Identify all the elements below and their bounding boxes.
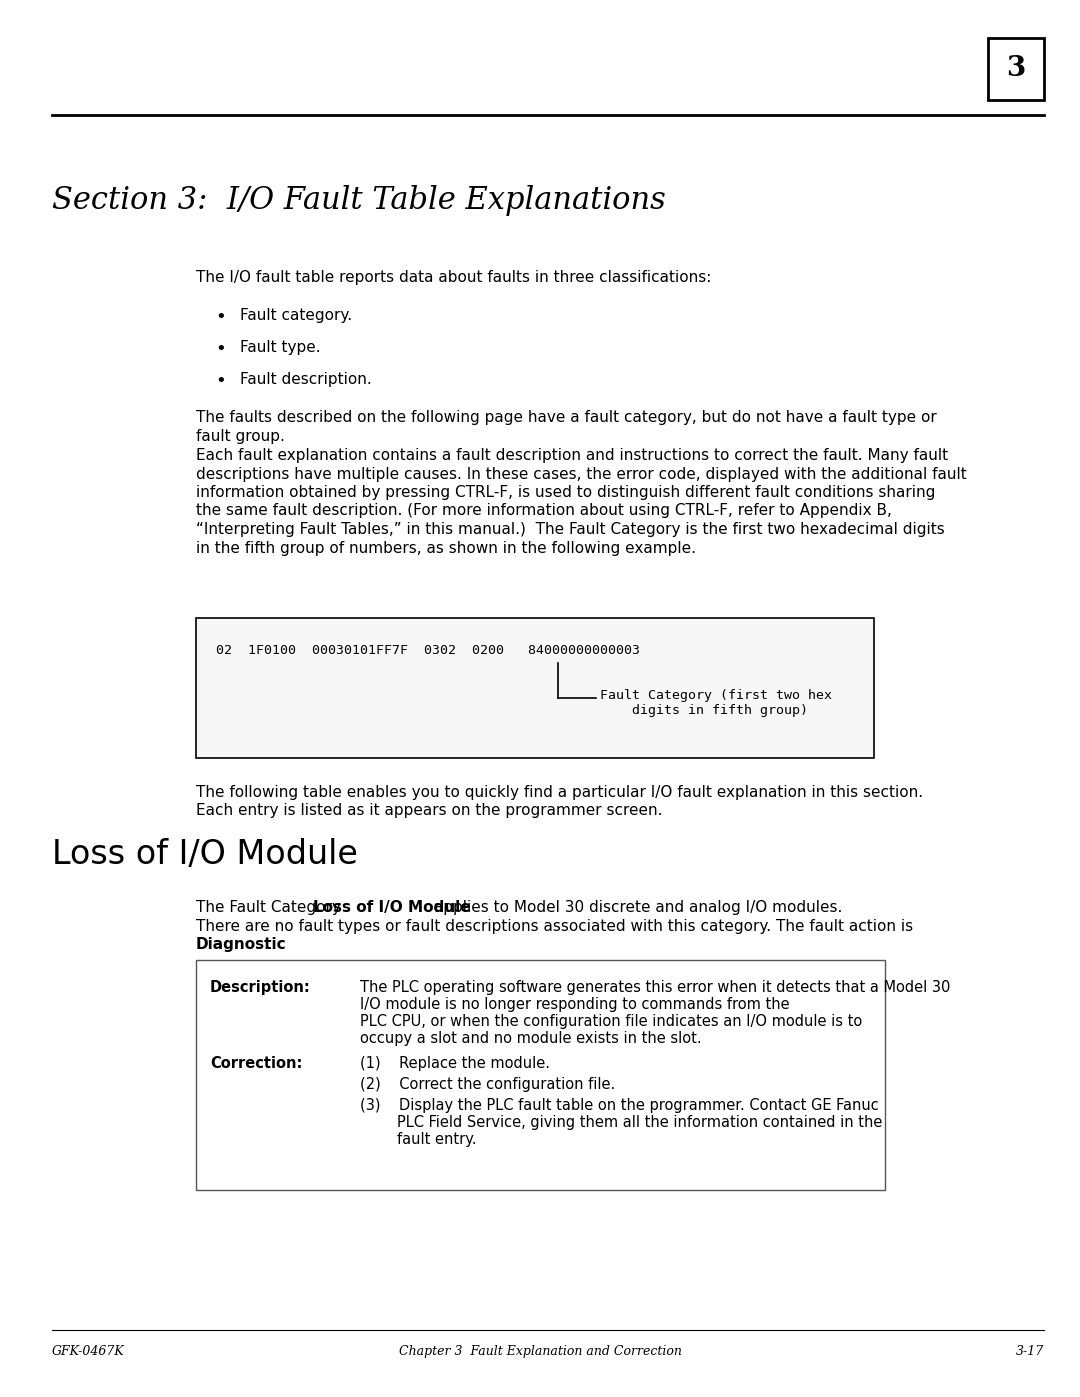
Text: Fault description.: Fault description. <box>240 372 372 387</box>
Text: digits in fifth group): digits in fifth group) <box>600 704 808 717</box>
Text: information obtained by pressing CTRL-F, is used to distinguish different fault : information obtained by pressing CTRL-F,… <box>195 485 935 500</box>
Text: The following table enables you to quickly find a particular I/O fault explanati: The following table enables you to quick… <box>195 785 923 800</box>
FancyBboxPatch shape <box>195 617 874 759</box>
Text: occupy a slot and no module exists in the slot.: occupy a slot and no module exists in th… <box>360 1031 702 1046</box>
Text: Correction:: Correction: <box>210 1056 302 1071</box>
Text: The I/O fault table reports data about faults in three classifications:: The I/O fault table reports data about f… <box>195 270 712 285</box>
FancyBboxPatch shape <box>988 38 1044 101</box>
Text: the same fault description. (For more information about using CTRL-F, refer to A: the same fault description. (For more in… <box>195 503 892 518</box>
Text: (2)    Correct the configuration file.: (2) Correct the configuration file. <box>360 1077 616 1092</box>
Text: Chapter 3  Fault Explanation and Correction: Chapter 3 Fault Explanation and Correcti… <box>399 1345 681 1358</box>
Text: GFK-0467K: GFK-0467K <box>52 1345 125 1358</box>
Text: 02  1F0100  00030101FF7F  0302  0200   84000000000003: 02 1F0100 00030101FF7F 0302 0200 8400000… <box>216 644 640 657</box>
Text: Each fault explanation contains a fault description and instructions to correct : Each fault explanation contains a fault … <box>195 448 948 462</box>
Text: “Interpreting Fault Tables,” in this manual.)  The Fault Category is the first t: “Interpreting Fault Tables,” in this man… <box>195 522 945 536</box>
Text: (3)    Display the PLC fault table on the programmer. Contact GE Fanuc: (3) Display the PLC fault table on the p… <box>360 1098 879 1113</box>
Text: descriptions have multiple causes. In these cases, the error code, displayed wit: descriptions have multiple causes. In th… <box>195 467 967 482</box>
Text: 3-17: 3-17 <box>1016 1345 1044 1358</box>
Text: fault entry.: fault entry. <box>360 1132 476 1147</box>
Text: applies to Model 30 discrete and analog I/O modules.: applies to Model 30 discrete and analog … <box>430 900 842 915</box>
Text: PLC CPU, or when the configuration file indicates an I/O module is to: PLC CPU, or when the configuration file … <box>360 1014 862 1030</box>
Text: Fault category.: Fault category. <box>240 307 352 323</box>
Text: There are no fault types or fault descriptions associated with this category. Th: There are no fault types or fault descri… <box>195 918 913 933</box>
Text: 3: 3 <box>1007 56 1026 82</box>
Text: Each entry is listed as it appears on the programmer screen.: Each entry is listed as it appears on th… <box>195 803 662 819</box>
Text: Section 3:  I/O Fault Table Explanations: Section 3: I/O Fault Table Explanations <box>52 184 665 217</box>
Text: The PLC operating software generates this error when it detects that a Model 30: The PLC operating software generates thi… <box>360 981 950 995</box>
Text: fault group.: fault group. <box>195 429 285 443</box>
Text: •: • <box>215 339 226 358</box>
Text: Loss of I/O Module: Loss of I/O Module <box>52 838 357 870</box>
Text: (1)    Replace the module.: (1) Replace the module. <box>360 1056 550 1071</box>
Text: Diagnostic: Diagnostic <box>195 937 286 951</box>
Text: Loss of I/O Module: Loss of I/O Module <box>313 900 471 915</box>
Text: •: • <box>215 307 226 326</box>
Text: Fault Category (first two hex: Fault Category (first two hex <box>600 689 832 703</box>
Text: The faults described on the following page have a fault category, but do not hav: The faults described on the following pa… <box>195 409 936 425</box>
Text: in the fifth group of numbers, as shown in the following example.: in the fifth group of numbers, as shown … <box>195 541 696 556</box>
Text: .: . <box>264 937 269 951</box>
Text: I/O module is no longer responding to commands from the: I/O module is no longer responding to co… <box>360 997 789 1011</box>
Text: Description:: Description: <box>210 981 311 995</box>
Text: Fault type.: Fault type. <box>240 339 321 355</box>
Text: PLC Field Service, giving them all the information contained in the: PLC Field Service, giving them all the i… <box>360 1115 882 1130</box>
Text: •: • <box>215 372 226 390</box>
Text: The Fault Category: The Fault Category <box>195 900 346 915</box>
FancyBboxPatch shape <box>195 960 885 1190</box>
